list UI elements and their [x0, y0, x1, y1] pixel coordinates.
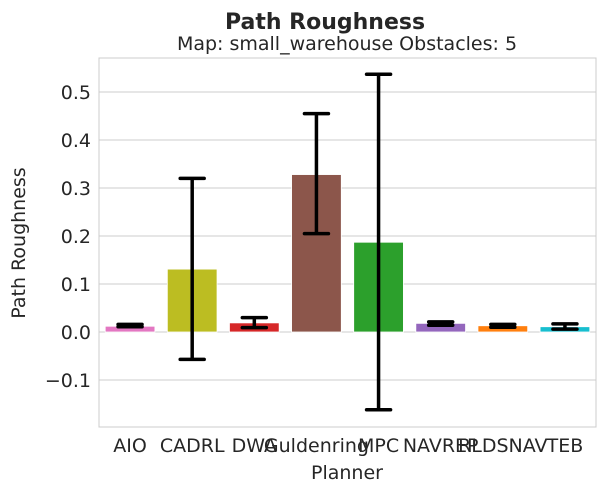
x-tick-label: RLDSNAV: [458, 435, 547, 457]
y-tick-labels: −0.1 0.0 0.1 0.2 0.3 0.4 0.5: [45, 82, 91, 392]
error-bars: [116, 72, 579, 412]
x-tick-label: AIO: [113, 435, 147, 457]
x-axis-label: Planner: [311, 462, 383, 484]
x-tick-label: CADRL: [160, 435, 225, 457]
x-tick-label: TEB: [546, 435, 584, 457]
y-tick-label: 0.0: [61, 322, 91, 344]
chart-subtitle: Map: small_warehouse Obstacles: 5: [177, 33, 517, 55]
y-tick-label: 0.1: [61, 274, 91, 296]
x-tick-label: MPC: [358, 435, 399, 457]
bars: [104, 174, 591, 333]
y-axis-label: Path Roughness: [8, 167, 30, 318]
y-tick-label: 0.2: [61, 226, 91, 248]
x-tick-label: DWA: [232, 435, 277, 457]
x-tick-label: NAVREP: [403, 435, 479, 457]
y-tick-label: 0.5: [61, 82, 91, 104]
y-tick-label: 0.4: [61, 130, 91, 152]
plot-frame: [98, 57, 597, 428]
x-tick-label: Guldenring: [264, 435, 369, 457]
gridlines: [99, 91, 596, 381]
y-tick-label: 0.3: [61, 178, 91, 200]
chart-title: Path Roughness: [225, 10, 425, 35]
y-tick-label: −0.1: [45, 370, 91, 392]
